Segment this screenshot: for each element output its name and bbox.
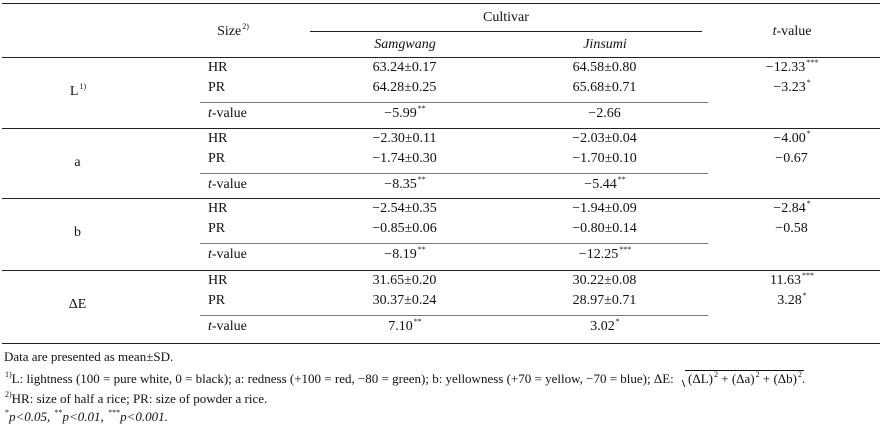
jinsumi-header: Jinsumi — [583, 37, 627, 52]
jinsumi-cell: −0.80±0.14 — [572, 221, 637, 236]
samgwang-cell: 64.28±0.25 — [372, 80, 437, 95]
samgwang-tvalue: 7.10** — [388, 317, 422, 334]
samgwang-cell: −2.30±0.11 — [372, 131, 437, 146]
jinsumi-cell: 30.22±0.08 — [572, 273, 637, 288]
tvalue-cell: −3.23* — [773, 78, 811, 95]
tvalue-cell: −4.00* — [773, 129, 811, 146]
size-cell: PR — [208, 221, 226, 236]
tvalue-row-label: t-value — [208, 106, 247, 121]
jinsumi-tvalue: −12.25*** — [578, 245, 632, 262]
samgwang-cell: −1.74±0.30 — [372, 151, 437, 166]
param-label: b — [74, 225, 81, 240]
jinsumi-cell: −1.70±0.10 — [572, 151, 637, 166]
param-label: ΔE — [68, 297, 87, 312]
tvalue-row-label: t-value — [208, 319, 247, 334]
samgwang-cell: 30.37±0.24 — [372, 293, 437, 308]
group-rule — [2, 198, 880, 199]
samgwang-tvalue: −5.99** — [384, 104, 426, 121]
samgwang-cell: 31.65±0.20 — [372, 273, 437, 288]
size-header: Size2) — [217, 22, 249, 39]
size-cell: HR — [208, 273, 228, 288]
param-label: a — [74, 155, 81, 170]
jinsumi-tvalue: 3.02* — [590, 317, 620, 334]
header-bottom-rule — [2, 57, 880, 58]
samgwang-tvalue: −8.35** — [384, 175, 426, 192]
samgwang-cell: −2.54±0.35 — [372, 201, 437, 216]
tvalue-cell: −0.58 — [775, 221, 808, 236]
size-cell: HR — [208, 131, 228, 146]
samgwang-cell: 63.24±0.17 — [372, 60, 437, 75]
tvalue-cell: 11.63*** — [770, 271, 814, 288]
tvalue-row-label: t-value — [208, 177, 247, 192]
group-rule — [2, 128, 880, 129]
tvalue-cell: 3.28* — [777, 291, 807, 308]
top-rule — [2, 3, 880, 4]
note-2: 2)HR: size of half a rice; PR: size of p… — [5, 390, 268, 406]
tvalue-rule — [200, 173, 708, 174]
param-label: L1) — [69, 82, 87, 99]
tvalue-header: t-value — [772, 24, 812, 39]
cultivar-rule — [310, 31, 702, 32]
tvalue-rule — [200, 315, 708, 316]
tvalue-cell: −12.33*** — [765, 58, 819, 75]
size-cell: PR — [208, 80, 226, 95]
tvalue-cell: −2.84* — [773, 199, 811, 216]
samgwang-tvalue: −8.19** — [384, 245, 426, 262]
jinsumi-tvalue: −5.44** — [584, 175, 626, 192]
jinsumi-cell: 65.68±0.71 — [572, 80, 637, 95]
note-data-format: Data are presented as mean±SD. — [4, 349, 174, 364]
jinsumi-tvalue: −2.66 — [588, 106, 621, 121]
samgwang-header: Samgwang — [374, 37, 436, 52]
tvalue-cell: −0.67 — [775, 151, 808, 166]
note-significance: *p<0.05, **p<0.01, ***p<0.001. — [5, 408, 168, 424]
group-rule — [2, 343, 880, 344]
jinsumi-cell: −1.94±0.09 — [572, 201, 637, 216]
size-cell: PR — [208, 151, 226, 166]
size-cell: PR — [208, 293, 226, 308]
group-rule — [2, 270, 880, 271]
size-cell: HR — [208, 201, 228, 216]
tvalue-rule — [200, 102, 708, 103]
note-1: 1)L: lightness (100 = pure white, 0 = bl… — [5, 370, 806, 388]
tvalue-rule — [200, 243, 708, 244]
jinsumi-cell: 28.97±0.71 — [572, 293, 637, 308]
jinsumi-cell: 64.58±0.80 — [572, 60, 637, 75]
cultivar-header: Cultivar — [483, 10, 529, 25]
jinsumi-cell: −2.03±0.04 — [572, 131, 637, 146]
samgwang-cell: −0.85±0.06 — [372, 221, 437, 236]
tvalue-row-label: t-value — [208, 247, 247, 262]
sqrt-formula: (ΔL)2 + (Δa)2 + (Δb)2 — [679, 370, 804, 388]
size-cell: HR — [208, 60, 228, 75]
